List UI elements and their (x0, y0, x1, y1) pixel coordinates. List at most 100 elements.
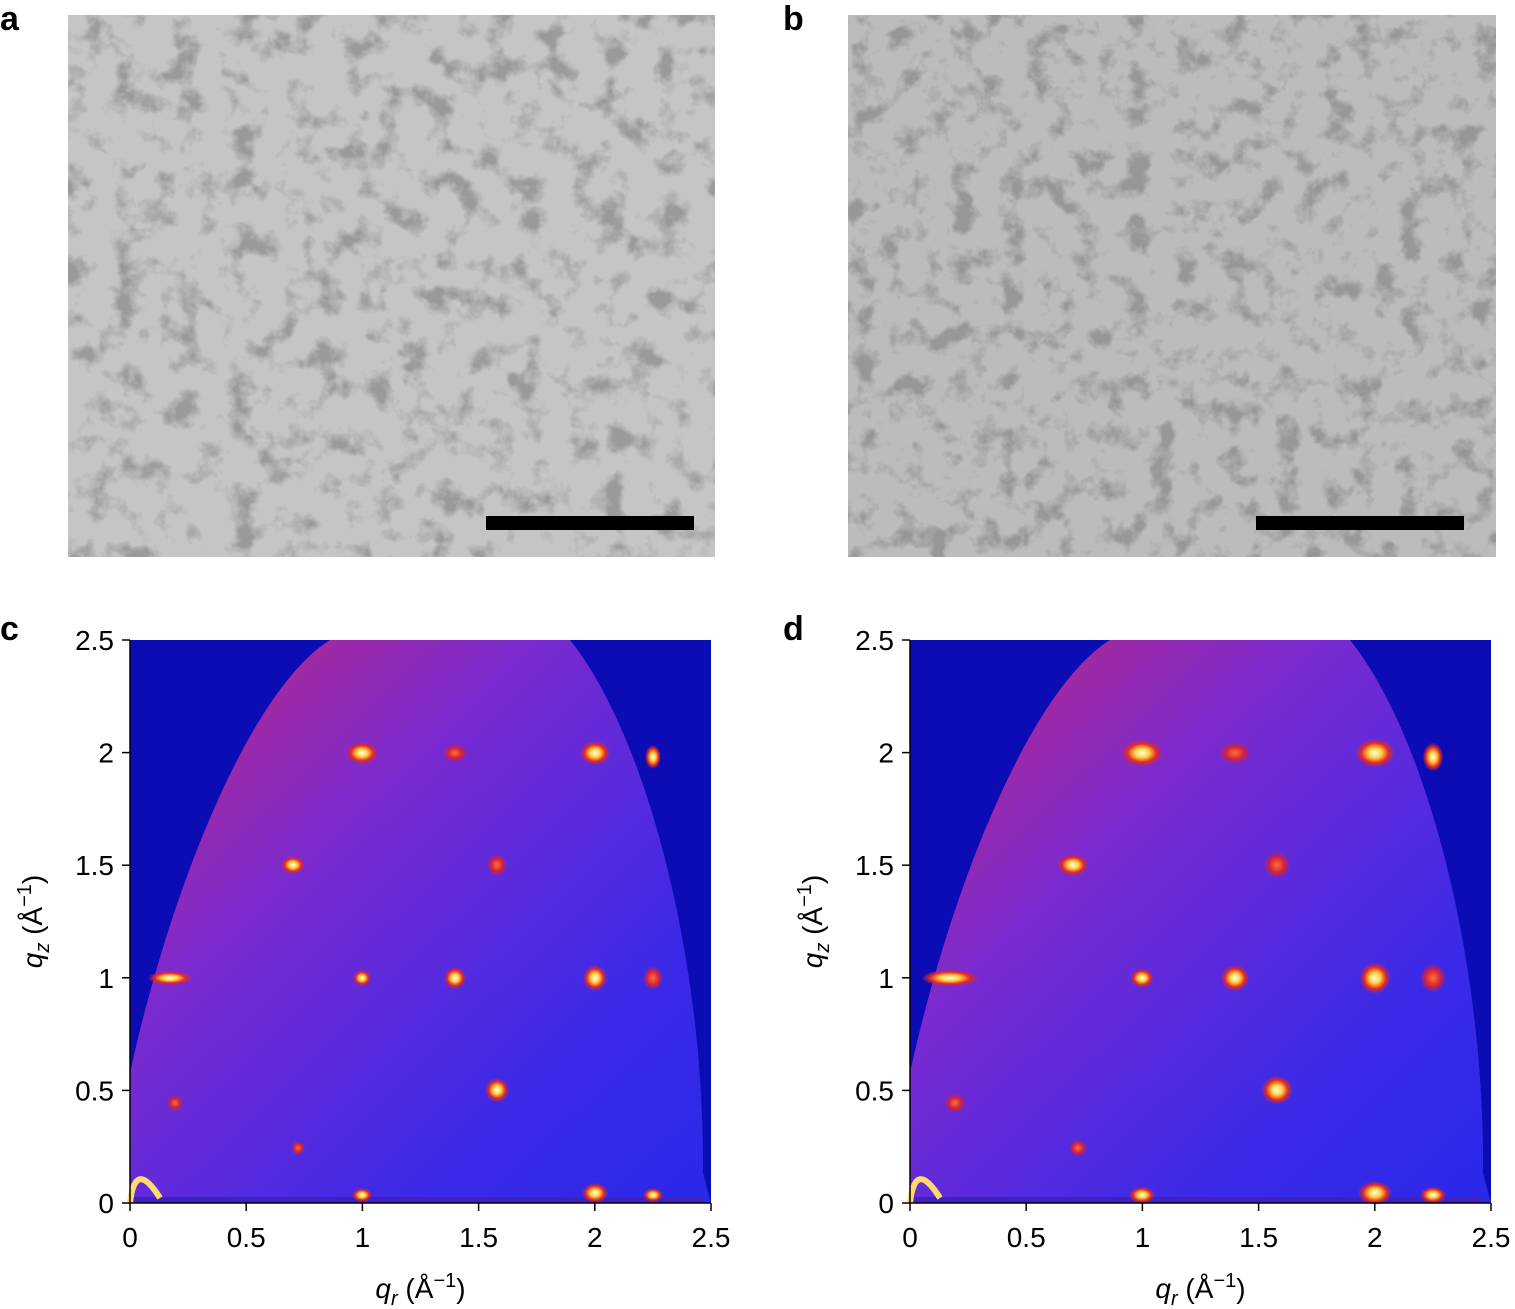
x-tick-label: 2 (1367, 1222, 1383, 1253)
x-tick-label: 2.5 (692, 1222, 731, 1253)
diffraction-spot (281, 856, 305, 874)
label-part: q (797, 952, 828, 968)
x-axis-label: qr (Å−1) (1155, 1270, 1245, 1309)
label-part: −1 (1213, 1270, 1236, 1292)
panel-a: a (0, 0, 715, 557)
label-part: ) (17, 875, 48, 884)
x-tick-label: 1 (355, 1222, 371, 1253)
diffraction-spot (1358, 1181, 1392, 1205)
diffraction-spot (921, 969, 979, 987)
diffraction-spot (1422, 742, 1444, 772)
label-part: −1 (794, 884, 816, 907)
label-part: r (391, 1288, 399, 1309)
diffraction-spot (1129, 1186, 1155, 1204)
y-tick-label: 0.5 (855, 1075, 894, 1106)
diffraction-spot (443, 744, 467, 762)
x-axis-label: qr (Å−1) (375, 1270, 465, 1309)
detector-dome (130, 640, 711, 1203)
diffraction-spot (167, 1095, 183, 1111)
specular-streak (127, 1176, 163, 1204)
label-part: −1 (433, 1270, 456, 1292)
label-part: q (375, 1273, 391, 1304)
diffraction-spot (643, 1188, 663, 1202)
diffraction-spot (148, 971, 192, 985)
diffraction-spot (346, 742, 378, 764)
label-part: r (1171, 1288, 1179, 1309)
panel-label: c (0, 610, 19, 648)
label-part: (Å (398, 1273, 434, 1304)
diffraction-spot (1068, 1139, 1088, 1157)
y-tick-label: 0 (878, 1188, 894, 1219)
label-part: z (812, 943, 834, 954)
diffraction-spot (643, 966, 663, 990)
diffraction-spot (1121, 739, 1163, 767)
diffraction-spot (944, 1093, 966, 1113)
y-tick-label: 0 (98, 1188, 114, 1219)
sem-image (848, 15, 1496, 557)
diffraction-spot (352, 1188, 372, 1202)
diffraction-spot (580, 741, 610, 765)
label-part: ) (456, 1273, 465, 1304)
diffraction-spot (485, 1078, 509, 1102)
x-tick-label: 0.5 (227, 1222, 266, 1253)
label-part: ) (1236, 1273, 1245, 1304)
diffraction-spot (1355, 738, 1395, 768)
diffraction-spot (583, 965, 607, 991)
y-tick-label: 2.5 (75, 625, 114, 656)
diffraction-spot (291, 1141, 305, 1155)
y-axis-label: qz (Å−1) (794, 875, 834, 969)
x-tick-label: 1.5 (1239, 1222, 1278, 1253)
diffraction-spot (645, 745, 661, 769)
y-tick-label: 2 (98, 738, 114, 769)
label-part: ) (797, 875, 828, 884)
x-tick-label: 1.5 (459, 1222, 498, 1253)
y-tick-label: 2.5 (855, 625, 894, 656)
giwaxs-panel: d0 0.5 1 1.5 2 2.500.511.522.5qr (Å−1)qz (Å−1… (783, 610, 1510, 1309)
y-tick-label: 1.5 (855, 850, 894, 881)
panel-label: d (783, 610, 804, 648)
diffraction-spot (1264, 851, 1290, 879)
x-tick-label: 0 (902, 1222, 918, 1253)
panel-label: b (783, 0, 804, 38)
giwaxs-panel: c0 0.5 1 1.5 2 2.500.511.522.5qr (Å−1)qz (Å−1… (0, 610, 730, 1309)
horizon (130, 1197, 703, 1203)
label-part: −1 (14, 884, 36, 907)
diffraction-spot (1057, 854, 1089, 876)
specular-streak (907, 1176, 943, 1204)
label-part: (Å (17, 907, 48, 943)
diffraction-spot (487, 854, 507, 876)
diffraction-spot (582, 1183, 608, 1203)
x-tick-label: 0 (122, 1222, 138, 1253)
y-tick-label: 2 (878, 738, 894, 769)
panel-b: b (783, 0, 1496, 557)
y-tick-label: 1 (98, 963, 114, 994)
x-tick-label: 2.5 (1472, 1222, 1511, 1253)
x-tick-label: 1 (1135, 1222, 1151, 1253)
detector-dome (910, 640, 1491, 1203)
label-part: (Å (1178, 1273, 1214, 1304)
sem-image (68, 15, 715, 557)
y-axis-label: qz (Å−1) (14, 875, 54, 969)
horizon (910, 1197, 1483, 1203)
y-tick-label: 0.5 (75, 1075, 114, 1106)
label-part: q (17, 952, 48, 968)
diffraction-spot (1219, 742, 1251, 764)
x-tick-label: 2 (587, 1222, 603, 1253)
scale-bar (1256, 516, 1464, 530)
y-tick-label: 1.5 (75, 850, 114, 881)
label-part: q (1155, 1273, 1171, 1304)
diffraction-spot (1420, 1186, 1446, 1204)
diffraction-spot (1261, 1075, 1293, 1105)
diffraction-spot (444, 967, 466, 989)
y-tick-label: 1 (878, 963, 894, 994)
diffraction-spot (1130, 968, 1154, 988)
diffraction-spot (1420, 963, 1446, 993)
diffraction-spot (1359, 962, 1391, 994)
x-tick-label: 0.5 (1007, 1222, 1046, 1253)
diffraction-spot (353, 970, 371, 986)
panel-label: a (0, 0, 20, 38)
scale-bar (486, 516, 694, 530)
diffraction-spot (1220, 964, 1250, 992)
label-part: (Å (797, 907, 828, 943)
